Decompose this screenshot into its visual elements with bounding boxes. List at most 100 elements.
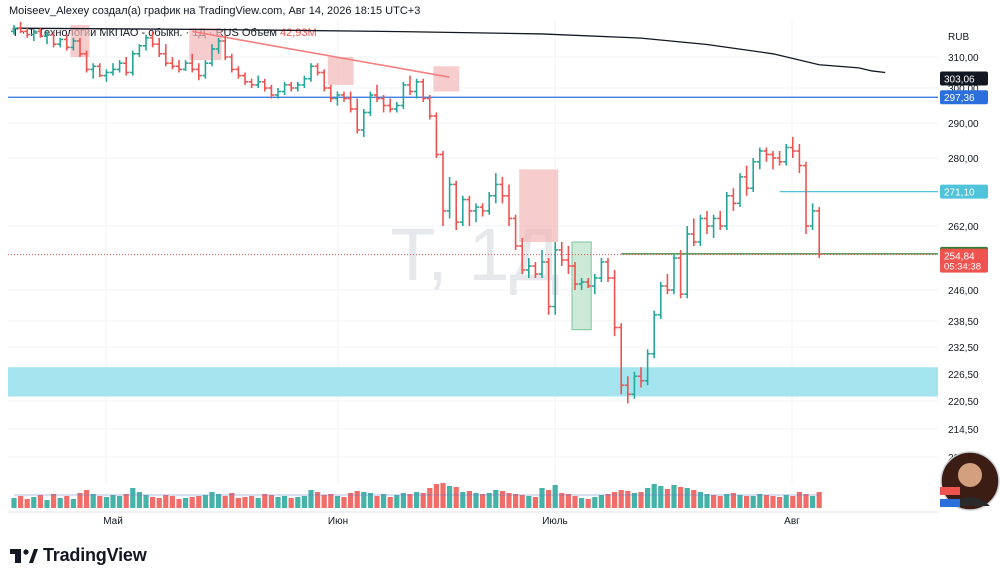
volume-bar [460,492,466,508]
ohlc-bar [644,349,651,386]
ohlc-bar [63,34,70,51]
volume-bar [394,495,400,508]
price-label-bg [940,90,988,105]
ohlc-bar [50,31,57,48]
ohlc-bar [400,81,407,109]
volume-bar [117,496,123,508]
ohlc-bar [440,151,446,226]
ohlc-bar [730,188,737,211]
volume-bar [18,496,24,508]
volume-bar [103,497,109,508]
ohlc-bar [413,78,420,99]
volume-bar [770,496,776,508]
bar-countdown: 05:34:38 [944,262,981,273]
price-tick-label: 310,00 [948,53,979,64]
volume-bar [816,492,822,508]
volume-bar [433,484,439,508]
ohlc-bar [261,78,268,92]
volume-bar [664,489,670,508]
ohlc-bar [770,151,776,170]
volume-bar [744,496,750,508]
ohlc-bar [598,258,605,282]
volume-bar [136,492,142,508]
volume-bar [651,484,657,508]
price-bars [11,21,823,404]
volume-bar [658,486,664,508]
volume-bar [559,493,565,508]
time-tick-label: Май [103,516,123,527]
ohlc-bar [374,84,380,102]
volume-bar [381,494,387,508]
ohlc-bar [393,102,400,113]
ohlc-bar [572,262,578,290]
volume-bar [466,491,472,508]
volume-bar [783,495,789,508]
trendline [192,30,450,78]
ohlc-bar [605,258,611,282]
ohlc-bar [763,147,770,162]
volume-bar [97,496,103,508]
ohlc-bar [657,282,664,319]
volume-bar [730,493,736,508]
ohlc-bar [341,91,347,102]
price-tick-label: 300,00 [948,84,979,95]
ohlc-bar [149,31,156,48]
ohlc-bar [710,214,717,238]
volume-bar [612,492,618,508]
ohlc-bar [288,81,295,92]
author-avatar-icon[interactable] [940,451,1000,511]
ohlc-bar [275,88,281,99]
ohlc-bar [532,262,539,278]
volume-bar [295,497,301,508]
ohlc-bar [552,242,559,315]
volume-bar [64,496,70,508]
volume-bar [757,494,763,508]
ohlc-bar [268,84,275,99]
volume-bar [31,497,37,508]
volume-bar [790,496,796,508]
volume-bar [387,497,393,508]
ohlc-bar [585,278,592,288]
ohlc-bar [479,203,486,217]
volume-bar [777,497,783,508]
ohlc-bar [591,274,598,295]
volume-bar [572,496,578,508]
price-tick-label: 220,50 [948,397,979,408]
volume-bar [678,487,684,508]
price-label: 303,06 [944,75,975,86]
volume-bar [552,485,558,508]
volume-bar [427,488,433,508]
volume-bar [249,496,255,508]
volume-bar [282,496,288,508]
ohlc-bar [499,176,506,204]
volume-bar [315,492,321,508]
volume-bar [341,497,347,508]
ohlc-bar [446,176,453,219]
volume-bar [262,494,268,508]
volume-bar [592,497,598,508]
volume-bar [229,493,235,508]
price-tick-label: 280,00 [948,154,979,165]
ma-line [13,27,886,74]
ohlc-bar [228,53,235,73]
ohlc-bar [512,214,519,250]
tradingview-brand[interactable]: TradingView [10,545,147,566]
symbol-line[interactable]: T · T-Технологии МКПАО - обыкн. · 1Д · R… [12,27,239,39]
volume-bar [57,498,63,508]
avatar-face [958,463,982,487]
volume-bar [796,492,802,508]
ohlc-bar [506,184,512,226]
volume-bar [268,495,274,508]
ohlc-bar [525,258,532,278]
ohlc-bar [301,75,308,88]
volume-bar [605,494,611,508]
volume-bar [810,496,816,508]
ohlc-bar [796,144,803,174]
ohlc-bar [750,158,757,192]
volume-bar [625,491,631,508]
volume-bar [84,490,90,508]
ohlc-bar [215,37,222,54]
ohlc-bar [426,95,433,120]
ohlc-bar [308,63,314,82]
